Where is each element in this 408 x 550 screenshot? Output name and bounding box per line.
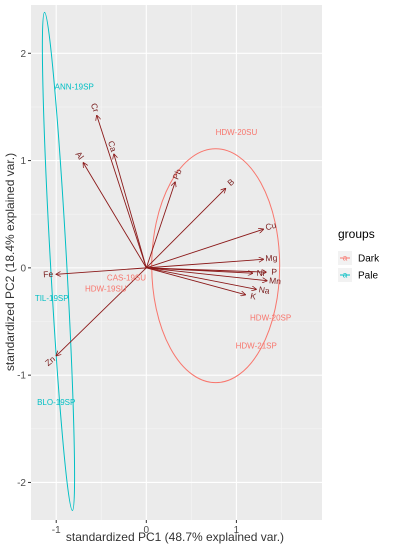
loading-label-cu: Cu (264, 220, 277, 233)
y-tick-label: -1 (17, 371, 26, 382)
loading-label-p: P (271, 267, 277, 277)
grid-minor (31, 5, 322, 520)
loading-arrow-pb (145, 182, 175, 269)
loading-arrow-al (83, 163, 147, 269)
observation-label: HDW-20SU (216, 128, 258, 137)
loading-arrow-cr (97, 116, 147, 269)
loading-arrow-cu (146, 229, 263, 269)
loading-label-cr: Cr (89, 102, 102, 114)
loading-arrow-zn (56, 267, 147, 356)
loading-label-k: K (249, 291, 257, 302)
loading-arrow-na (146, 267, 256, 289)
y-tick-label: -2 (17, 478, 26, 489)
loading-label-mn: Mn (269, 275, 282, 286)
ellipse-pale (41, 11, 76, 511)
legend-title: groups (338, 227, 375, 241)
loading-label-pb: Pb (170, 167, 183, 181)
loading-label-fe: Fe (43, 269, 54, 280)
loading-arrow-k (146, 267, 245, 295)
loading-arrow-ca (114, 154, 147, 268)
observation-label: TIL-19SP (35, 294, 69, 303)
x-tick-label: -1 (52, 525, 61, 536)
observation-label: HDW-19SU (85, 284, 127, 293)
y-axis-ticks: -2 -1 0 1 2 (17, 49, 31, 489)
y-tick-label: 1 (20, 156, 26, 167)
loading-label-mg: Mg (265, 253, 278, 264)
y-tick-label: 0 (20, 263, 26, 274)
x-tick-label: 0 (144, 525, 150, 536)
loading-label-na: Na (258, 284, 271, 296)
observation-label: HDW-21SP (236, 341, 277, 350)
x-tick-label: 1 (234, 525, 240, 536)
observation-label: CAS-19SU (107, 274, 146, 283)
loading-arrow-fe (56, 267, 147, 274)
observation-label: BLO-19SP (37, 398, 75, 407)
loading-label-ca: Ca (106, 139, 119, 153)
legend-label-pale: Pale (358, 271, 378, 282)
legend-key-glyph: a (343, 271, 348, 280)
plot-panel (31, 5, 322, 520)
loading-arrow-mn (146, 267, 267, 281)
legend-label-dark: Dark (358, 254, 380, 265)
legend-key-glyph: a (343, 254, 348, 263)
loading-arrow-ni (146, 267, 252, 273)
loading-label-b: B (225, 176, 236, 188)
y-tick-label: 2 (20, 49, 26, 60)
x-axis-ticks: -1 0 1 (52, 520, 240, 536)
legend: groups a Dark a Pale (338, 227, 380, 282)
observation-label: ANN-19SP (55, 83, 94, 92)
loading-arrow-mg (146, 259, 263, 269)
observation-label: HDW-20SP (250, 313, 291, 322)
loading-label-ni: Ni (256, 268, 265, 278)
y-axis-title: standardized PC2 (18.4% explained var.) (3, 153, 17, 371)
grid-major (31, 5, 322, 520)
x-axis-title: standardized PC1 (48.7% explained var.) (66, 530, 284, 544)
loading-arrow-b (146, 188, 225, 269)
